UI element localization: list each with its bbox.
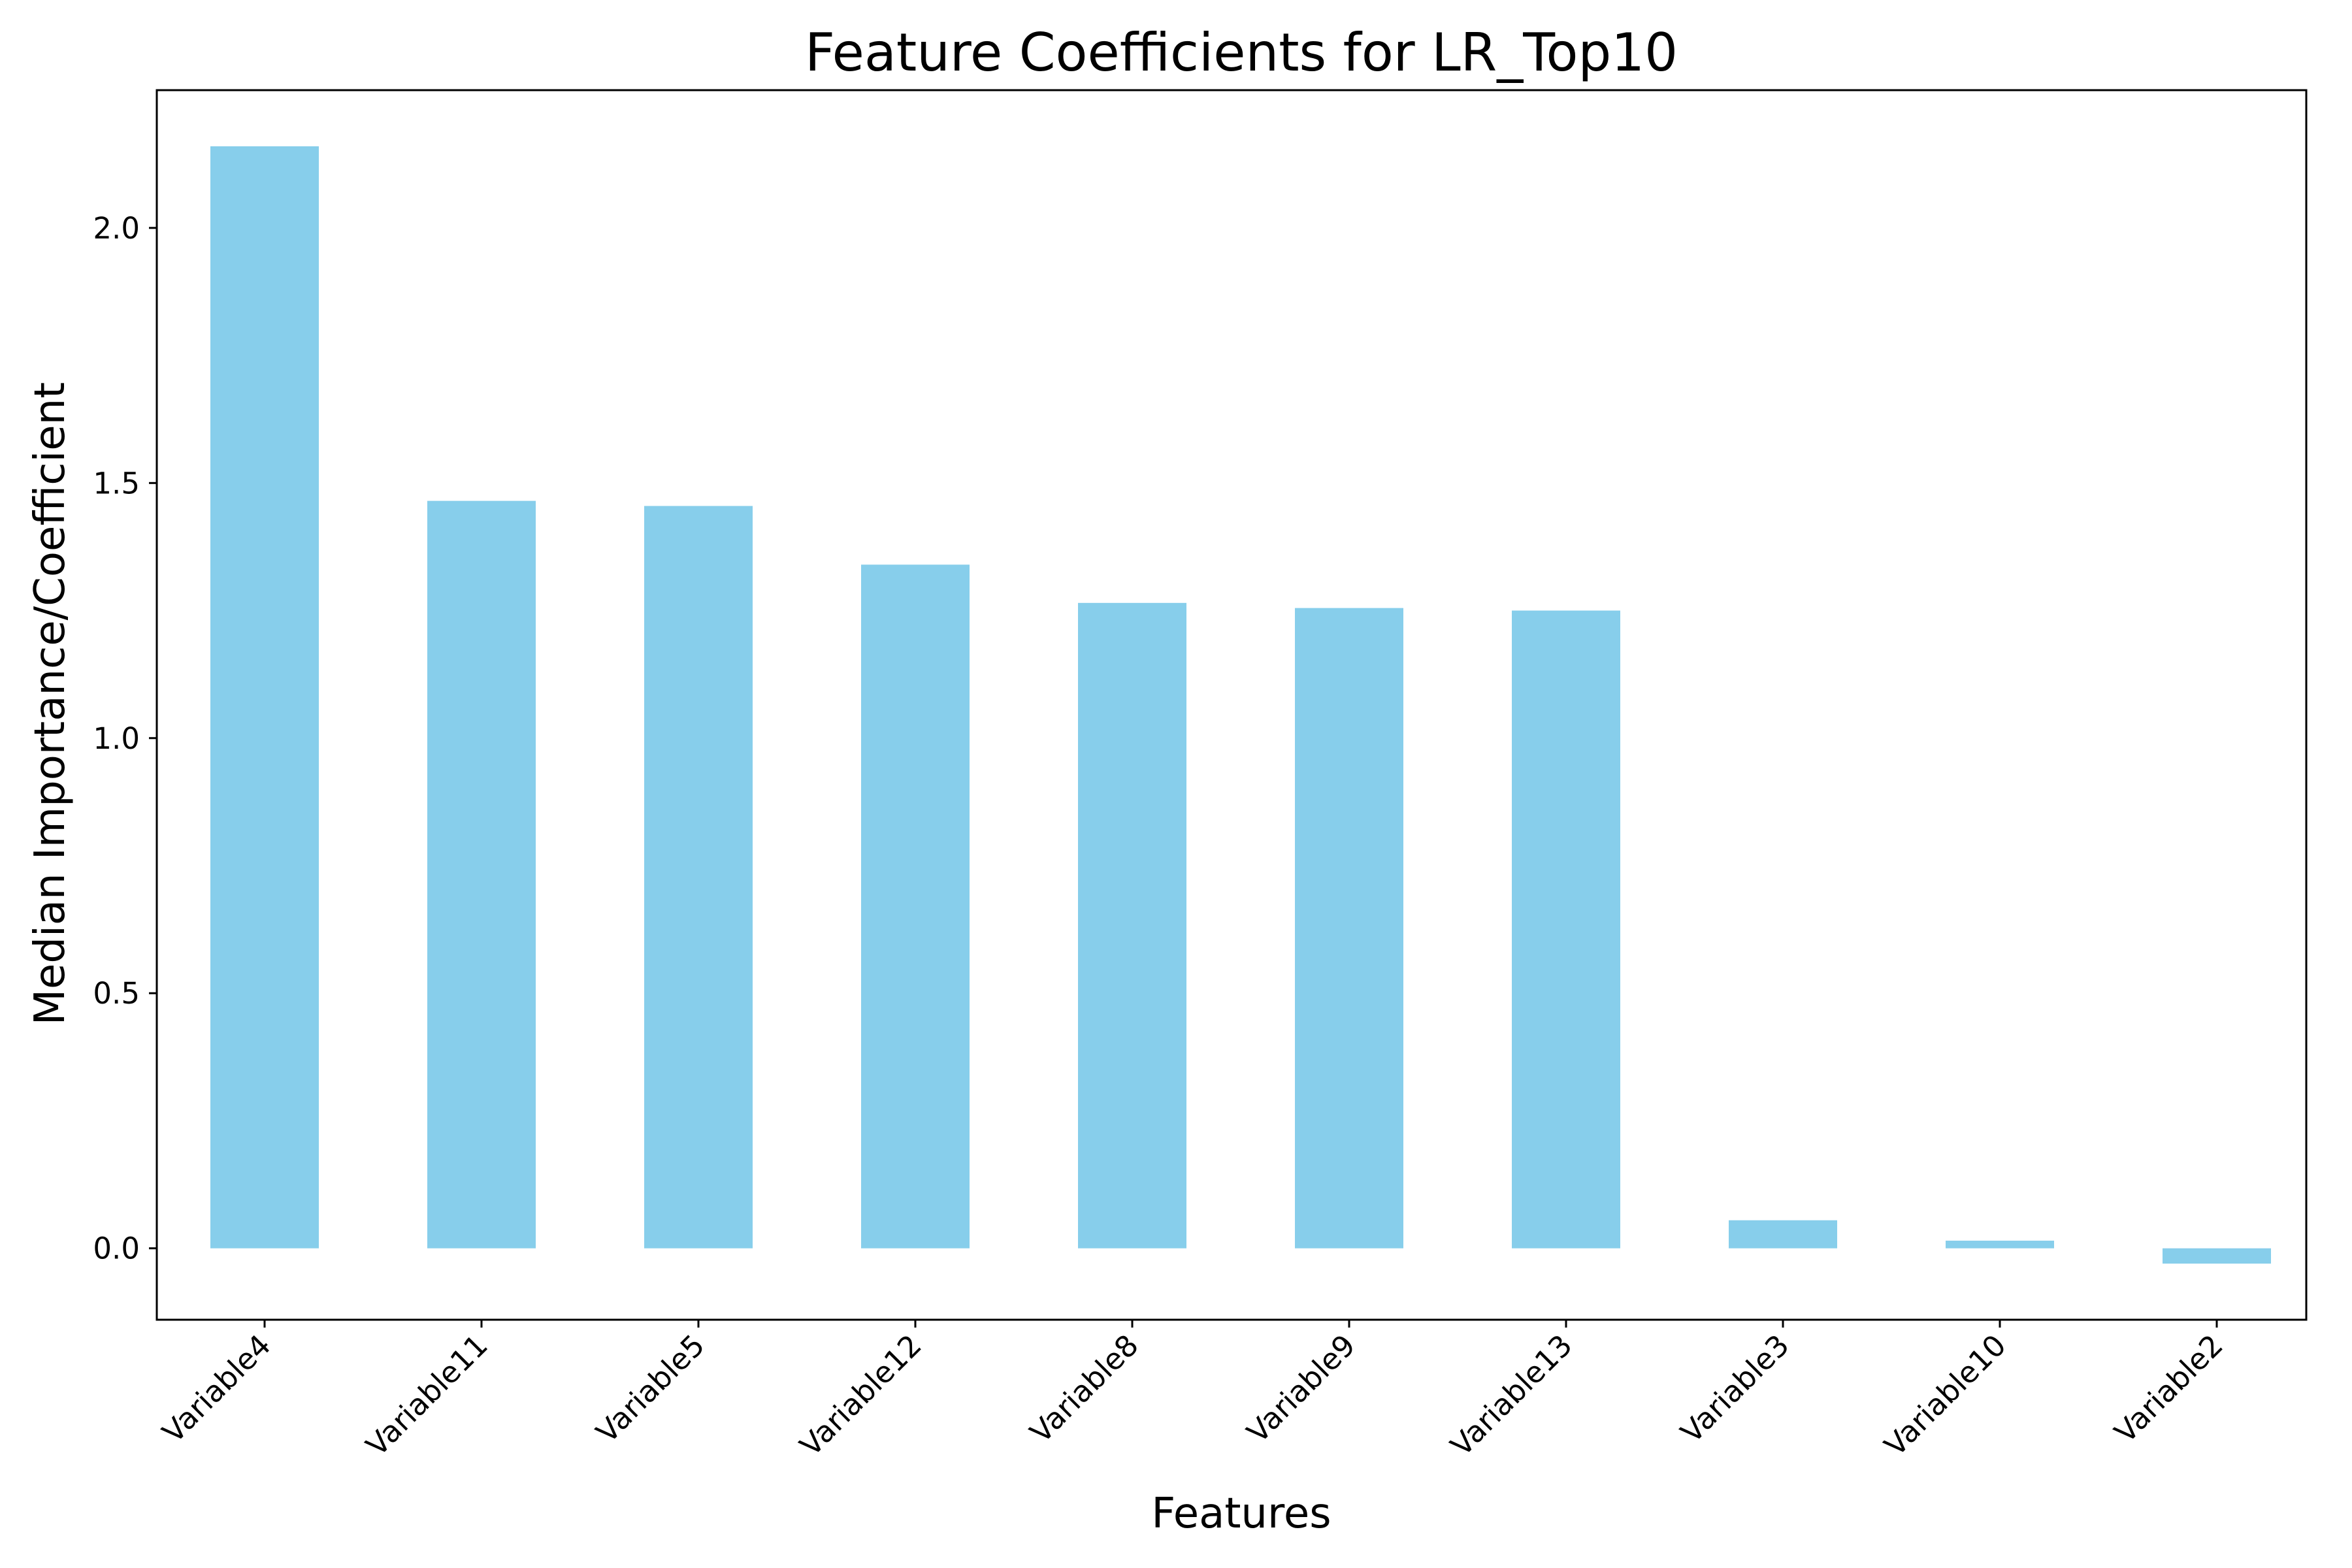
bar-variable5 [644,506,753,1249]
bar-variable3 [1729,1220,1837,1249]
bar-variable13 [1512,610,1620,1249]
y-tick-label: 2.0 [93,211,140,246]
plot-frame [155,89,2308,1321]
bars [210,146,2271,1264]
y-tick-label: 0.0 [93,1232,140,1266]
chart-title: Feature Coefficients for LR_Top10 [805,22,1678,83]
bar-variable4 [210,146,319,1249]
y-tick-label: 1.5 [93,466,140,500]
bar-variable2 [2163,1248,2271,1264]
y-tick-label: 1.0 [93,721,140,756]
bar-variable12 [861,564,970,1249]
y-axis-ticks: 0.0 0.5 1.0 1.5 2.0 [93,211,157,1266]
bar-variable8 [1078,602,1186,1249]
x-axis-label: Features [1151,1490,1331,1538]
bar-variable9 [1295,608,1403,1249]
y-tick-label: 0.5 [93,976,140,1011]
bar-variable10 [1946,1240,2054,1249]
bar-variable11 [427,500,536,1249]
y-axis-label: Median Importance/Coefficient [26,382,74,1026]
